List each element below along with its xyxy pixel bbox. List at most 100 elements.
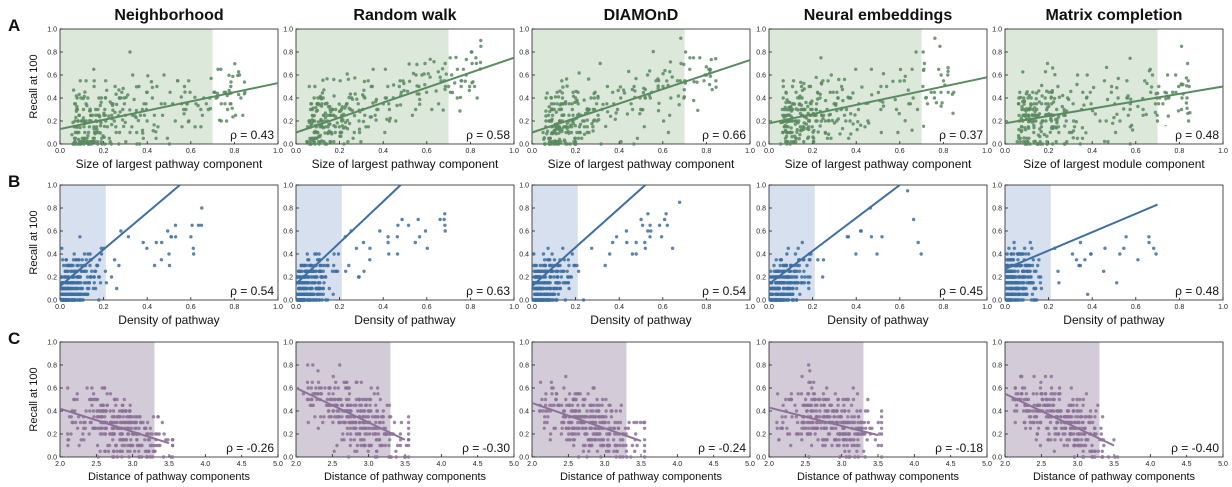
data-point <box>1084 392 1089 396</box>
data-point <box>814 102 819 106</box>
data-point <box>1008 275 1013 279</box>
data-point <box>316 140 321 144</box>
data-point <box>849 132 853 136</box>
data-point <box>914 50 918 54</box>
data-point <box>836 96 840 100</box>
data-point <box>346 386 350 390</box>
data-point <box>1065 443 1070 448</box>
data-point <box>69 432 73 436</box>
data-point <box>837 438 841 442</box>
data-point <box>104 281 109 285</box>
y-tick-label: 0.6 <box>47 229 57 236</box>
data-point <box>355 449 359 453</box>
data-point <box>1039 129 1043 134</box>
data-point <box>317 103 321 107</box>
data-point <box>479 38 483 43</box>
data-point <box>1188 111 1192 115</box>
data-point <box>799 107 803 112</box>
data-point <box>809 403 814 407</box>
data-point <box>622 91 627 95</box>
data-point <box>573 409 577 413</box>
data-point <box>612 426 616 430</box>
y-tick-label: 0.4 <box>283 252 293 259</box>
data-point <box>299 298 303 302</box>
data-point <box>1144 112 1148 117</box>
data-point <box>305 380 310 384</box>
data-point <box>1149 85 1154 89</box>
data-point <box>800 281 804 285</box>
panel-A-3: 0.00.20.40.60.81.00.0 0.2 0.4 0.6 0.8 1.0Size… <box>519 27 755 172</box>
data-point <box>642 449 647 453</box>
data-point <box>306 275 311 279</box>
data-point <box>348 420 353 425</box>
data-point <box>1013 275 1017 279</box>
data-point <box>587 449 591 453</box>
data-point <box>698 56 702 60</box>
data-point <box>543 281 547 285</box>
data-point <box>842 113 847 118</box>
data-point <box>438 75 442 79</box>
data-point <box>546 113 551 118</box>
data-point <box>331 420 335 425</box>
data-point <box>229 80 233 84</box>
data-point <box>573 124 577 128</box>
y-tick-label: 0.4 <box>756 409 766 416</box>
data-point <box>582 98 586 102</box>
data-point <box>1021 298 1025 302</box>
data-point <box>314 109 319 113</box>
data-point <box>323 386 327 390</box>
data-point <box>1184 76 1189 80</box>
data-point <box>593 90 597 95</box>
data-point <box>589 415 593 419</box>
data-point <box>318 286 323 291</box>
data-point <box>443 87 447 92</box>
data-point <box>378 443 382 448</box>
data-point <box>74 420 78 425</box>
data-point <box>796 392 800 396</box>
data-point <box>821 275 825 279</box>
data-point <box>1037 275 1041 279</box>
data-point <box>614 409 618 413</box>
data-point <box>774 286 778 291</box>
data-point <box>624 449 629 453</box>
data-point <box>72 292 76 296</box>
data-point <box>107 114 111 118</box>
data-point <box>858 426 862 430</box>
data-point <box>1035 392 1039 396</box>
data-point <box>418 102 422 106</box>
data-point <box>115 449 119 453</box>
data-point <box>148 443 152 448</box>
data-point <box>564 142 568 146</box>
data-point <box>362 79 367 84</box>
data-point <box>597 409 601 413</box>
data-point <box>110 122 114 127</box>
data-point <box>316 369 320 373</box>
data-point <box>611 90 615 95</box>
data-point <box>332 140 336 144</box>
data-point <box>1128 142 1132 146</box>
data-point <box>614 443 618 448</box>
rho-background <box>688 282 748 298</box>
fit-line <box>768 76 988 125</box>
x-tick-label: 2.0 <box>764 461 774 468</box>
data-point <box>621 88 626 92</box>
data-point <box>545 91 549 95</box>
y-axis-label: Recall at 100 <box>28 54 40 118</box>
data-point <box>354 432 358 436</box>
data-point <box>1115 455 1120 459</box>
data-point <box>856 432 860 436</box>
data-point <box>845 443 849 448</box>
data-point <box>881 104 886 108</box>
data-point <box>1038 281 1043 285</box>
data-point <box>317 269 321 273</box>
data-point <box>461 67 466 72</box>
data-point <box>933 36 937 40</box>
data-point <box>839 84 844 89</box>
data-point <box>118 420 122 425</box>
x-tick-label: 2.5 <box>1036 461 1046 468</box>
data-point <box>81 432 85 436</box>
rho-background <box>452 126 512 142</box>
data-point <box>78 235 82 239</box>
data-point <box>559 432 564 436</box>
data-point <box>154 136 158 140</box>
